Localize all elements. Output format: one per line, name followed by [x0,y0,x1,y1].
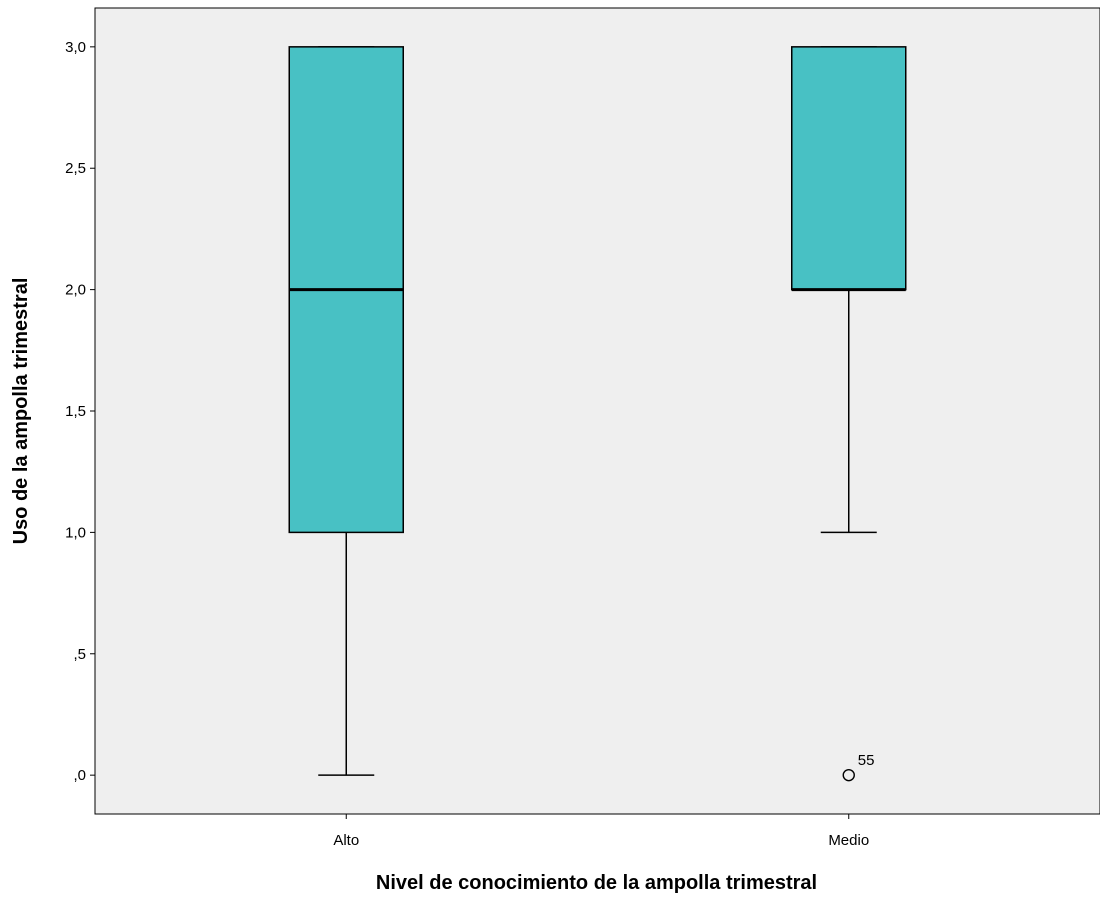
box-group: 55 [791,46,907,782]
y-tick-label: 1,0 [65,524,86,541]
y-tick-label: 2,0 [65,282,86,299]
x-axis-title: Nivel de conocimiento de la ampolla trim… [376,872,817,894]
y-tick-label: 3,0 [65,39,86,56]
outlier-point [842,768,855,782]
y-tick-label: 2,5 [65,160,86,177]
y-tick-label: 1,5 [65,403,86,420]
box-iqr [791,46,907,291]
plot-area [94,7,1100,815]
box-series: 55 [288,46,907,782]
y-tick-label: ,0 [73,767,86,784]
x-tick-label: Medio [828,832,869,849]
box-group [288,46,404,776]
y-axis-title: Uso de la ampolla trimestral [10,278,32,545]
x-tick-label: Alto [333,832,359,849]
y-tick-label: ,5 [73,646,86,663]
x-axis-ticks: Alto Medio [333,814,869,849]
outlier-label: 55 [858,752,875,769]
y-axis-ticks: ,0 ,5 1,0 1,5 2,0 2,5 3,0 [65,39,95,784]
